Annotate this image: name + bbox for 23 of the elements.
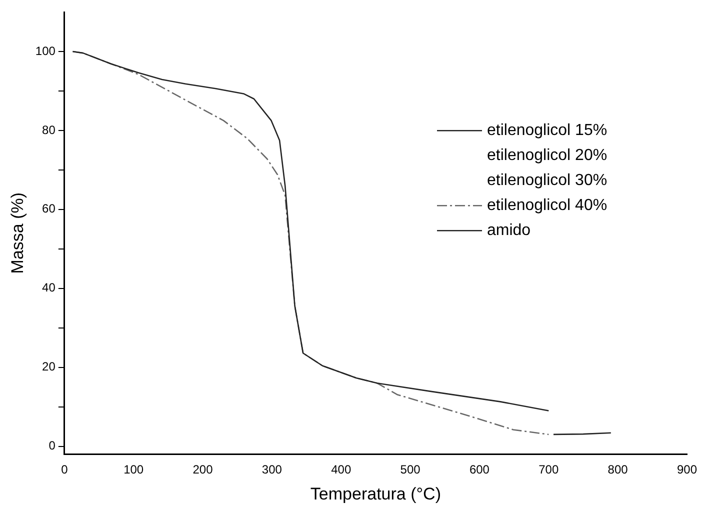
- x-axis-title: Temperatura (°C): [310, 484, 441, 504]
- legend-label: etilenoglicol 15%: [487, 122, 608, 140]
- y-tick-label: 60: [42, 202, 56, 216]
- y-tick-label: 100: [35, 44, 56, 58]
- text: etilenoglicol 20%: [487, 147, 608, 164]
- y-tick-label: 0: [48, 438, 56, 453]
- x-tick-label: 0: [61, 462, 68, 477]
- x-tick-label: 600: [469, 462, 490, 477]
- y-tick-label: 80: [42, 122, 56, 137]
- x-tick-label: 800: [608, 462, 628, 477]
- x-tick-label: 100: [124, 462, 144, 477]
- text: etilenoglicol 30%: [487, 172, 608, 190]
- x-tick-label: 700: [538, 462, 559, 477]
- y-tick-label: 20: [42, 360, 56, 374]
- x-tick-label: 900: [676, 462, 698, 477]
- x-tick-label: 400: [331, 462, 352, 477]
- x-tick-label: 500: [400, 462, 421, 477]
- y-axis-title: Massa (%): [8, 192, 27, 274]
- legend-label: amido: [487, 222, 531, 240]
- y-tick-label: 40: [42, 280, 56, 295]
- x-tick-label: 300: [262, 462, 282, 477]
- x-tick-label: 200: [192, 462, 214, 477]
- legend-label: etilenoglicol 40%: [487, 197, 608, 214]
